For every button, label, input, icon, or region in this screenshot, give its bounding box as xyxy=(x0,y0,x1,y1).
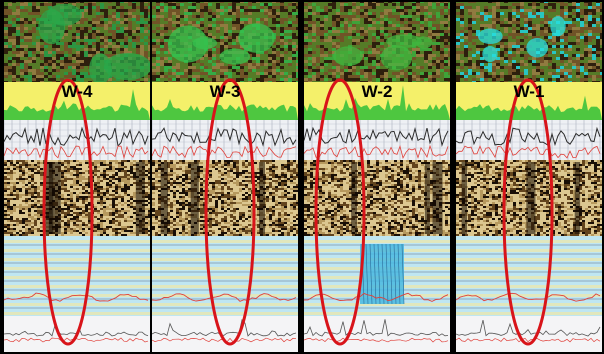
resistivity-image-track xyxy=(456,160,602,236)
well-log-tracks xyxy=(4,0,150,354)
resistivity-image-track xyxy=(304,160,450,236)
bottom-log-track xyxy=(152,316,298,354)
well-label: W-3 xyxy=(209,82,241,101)
highlight-ellipse xyxy=(42,78,94,346)
amplitude-track xyxy=(456,82,602,120)
well-log-tracks xyxy=(456,0,602,354)
top-image-log xyxy=(152,0,298,84)
well-panel-w-3: W-3 xyxy=(152,0,298,354)
highlight-ellipse xyxy=(204,78,256,346)
well-log-tracks xyxy=(152,0,298,354)
highlight-ellipse xyxy=(314,78,366,346)
top-image-log xyxy=(456,0,602,84)
amplitude-track xyxy=(152,82,298,120)
well-log-tracks xyxy=(304,0,450,354)
well-panel-w-4: W-4 xyxy=(4,0,150,354)
highlight-ellipse xyxy=(502,78,554,346)
well-panel-w-2: W-2 xyxy=(304,0,450,354)
resistivity-image-track xyxy=(152,160,298,236)
top-image-log xyxy=(304,0,450,84)
bottom-log-track xyxy=(456,316,602,354)
log-curve-track xyxy=(304,120,450,160)
well-panel-w-1: W-1 xyxy=(456,0,602,354)
well-label: W-4 xyxy=(61,82,93,101)
well-label: W-1 xyxy=(513,82,545,101)
well-label: W-2 xyxy=(361,82,393,101)
lower-log-track xyxy=(4,236,150,318)
top-image-log xyxy=(4,0,150,85)
log-curve-track xyxy=(4,120,150,160)
lower-log-track xyxy=(152,236,298,318)
log-curve-track xyxy=(152,120,298,160)
lower-log-track xyxy=(304,236,450,318)
log-curve-track xyxy=(456,120,602,160)
resistivity-image-track xyxy=(4,160,150,236)
lower-log-track xyxy=(456,236,602,318)
